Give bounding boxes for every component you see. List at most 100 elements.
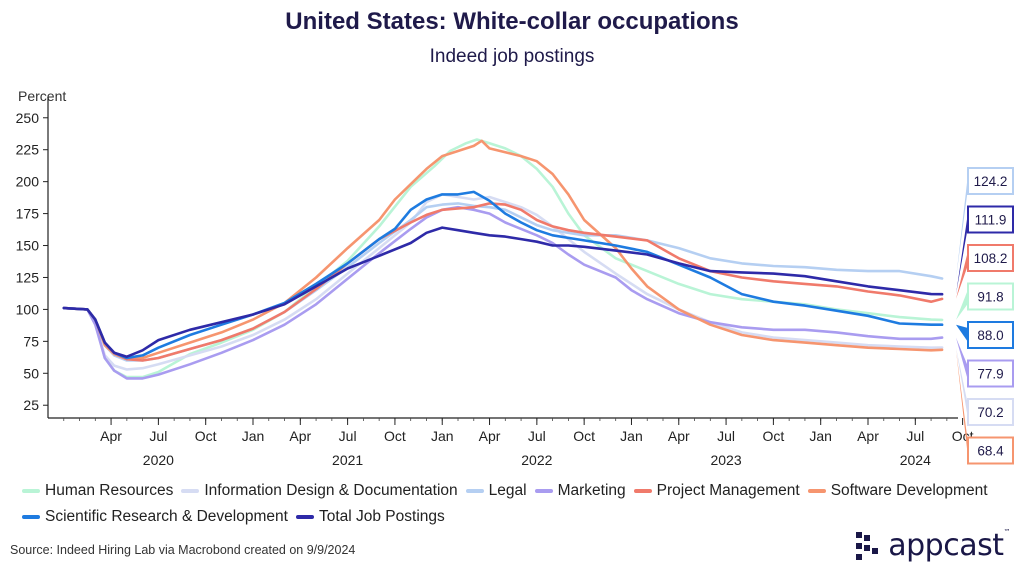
legend-swatch: [22, 515, 40, 519]
legend-swatch: [807, 489, 826, 493]
end-value-label: 77.9: [977, 367, 1003, 382]
x-year-label: 2021: [332, 452, 363, 468]
legend-label: Total Job Postings: [318, 508, 445, 525]
legend-item: Total Job Postings: [295, 508, 445, 526]
legend-swatch: [534, 489, 553, 493]
x-tick-label: Jul: [149, 428, 167, 444]
legend-label: Legal: [488, 482, 527, 499]
legend-item: Project Management: [633, 482, 800, 500]
end-value-pointer: [956, 212, 968, 295]
y-tick-label: 250: [16, 110, 40, 126]
end-value-box: [967, 359, 1014, 388]
y-tick-label: 75: [23, 333, 39, 349]
series-line-project-management: [62, 202, 944, 362]
x-tick-label: Jul: [717, 428, 735, 444]
x-tick-label: Oct: [195, 428, 217, 444]
y-axis-label: Percent: [18, 88, 67, 104]
source-note: Source: Indeed Hiring Lab via Macrobond …: [10, 543, 356, 557]
end-value-label: 68.4: [977, 444, 1004, 459]
series-line-human-resources: [62, 138, 944, 379]
y-tick-label: 225: [16, 142, 40, 158]
end-value-box: [967, 436, 1014, 465]
y-tick-label: 25: [23, 397, 39, 413]
end-value-label: 111.9: [975, 213, 1007, 228]
legend-label: Human Resources: [45, 482, 174, 499]
legend-item: Scientific Research & Development: [22, 508, 288, 526]
x-tick-label: Apr: [857, 428, 879, 444]
y-tick-label: 175: [16, 206, 40, 222]
end-value-pointer: [956, 337, 968, 381]
end-value-label: 91.8: [977, 290, 1003, 305]
legend-label: Information Design & Documentation: [204, 482, 458, 499]
x-tick-label: Oct: [762, 428, 784, 444]
x-tick-label: Jul: [528, 428, 546, 444]
y-tick-label: 125: [16, 269, 40, 285]
end-value-box: [967, 205, 1014, 234]
y-tick-label: 150: [16, 238, 40, 254]
series-line-software-development: [62, 139, 944, 361]
legend-label: Scientific Research & Development: [45, 508, 288, 525]
legend-swatch: [633, 489, 652, 493]
y-tick-label: 100: [16, 301, 40, 317]
legend-item: Human Resources: [22, 482, 173, 500]
x-year-label: 2024: [900, 452, 931, 468]
chart-subtitle: Indeed job postings: [429, 46, 595, 67]
end-value-box: [967, 321, 1014, 349]
legend-item: Legal: [465, 482, 527, 500]
x-tick-label: Jan: [242, 428, 265, 444]
series-line-marketing: [62, 205, 944, 380]
x-year-label: 2023: [710, 452, 741, 468]
legend-swatch: [295, 515, 314, 519]
appcast-logo-icon: [856, 531, 879, 560]
y-tick-label: 200: [16, 174, 40, 190]
legend-row: Human Resources Information Design & Docu…: [22, 478, 1012, 504]
legend-label: Project Management: [656, 482, 800, 499]
legend-item: Information Design & Documentation: [181, 482, 458, 500]
legend-row: Scientific Research & Development Total J…: [22, 504, 1012, 530]
x-year-label: 2020: [143, 452, 174, 468]
legend-item: Marketing: [534, 482, 626, 500]
end-value-pointer: [956, 251, 968, 299]
x-year-label: 2022: [521, 452, 552, 468]
end-value-label: 108.2: [974, 251, 1008, 266]
x-tick-label: Apr: [479, 428, 501, 444]
end-value-pointer: [956, 349, 968, 458]
series-line-legal: [62, 202, 944, 362]
x-tick-label: Jan: [431, 428, 454, 444]
end-value-label: 124.2: [974, 174, 1008, 189]
series-line-scientific-research-development: [62, 190, 944, 360]
end-value-box: [967, 282, 1014, 311]
x-tick-label: Oct: [384, 428, 406, 444]
end-value-pointer: [956, 289, 968, 320]
x-tick-label: Jan: [809, 428, 832, 444]
appcast-logo: appcast™: [854, 528, 1010, 563]
end-value-label: 70.2: [977, 405, 1003, 420]
series-line-information-design-documentation: [62, 193, 944, 371]
end-value-pointer: [956, 347, 968, 419]
end-value-box: [967, 167, 1014, 195]
end-value-label: 88.0: [977, 328, 1003, 343]
end-value-box: [967, 244, 1014, 272]
legend-swatch: [465, 489, 484, 493]
legend-label: Marketing: [557, 482, 626, 499]
x-tick-label: Oct: [573, 428, 595, 444]
y-tick-label: 50: [23, 365, 39, 381]
end-value-pointer: [956, 324, 968, 342]
end-value-box: [967, 398, 1014, 426]
end-value-pointer: [956, 174, 968, 279]
legend-label: Software Development: [830, 482, 988, 499]
legend: Human Resources Information Design & Docu…: [22, 478, 1012, 530]
x-tick-label: Apr: [668, 428, 690, 444]
x-tick-label: Apr: [289, 428, 311, 444]
x-tick-label: Jul: [339, 428, 357, 444]
series-line-total-job-postings: [62, 226, 944, 358]
legend-swatch: [22, 489, 40, 493]
chart-title: United States: White-collar occupations: [285, 8, 739, 35]
legend-swatch: [181, 489, 200, 493]
x-tick-label: Jul: [906, 428, 924, 444]
x-tick-label: Jan: [620, 428, 643, 444]
legend-item: Software Development: [807, 482, 988, 500]
x-tick-label: Apr: [100, 428, 122, 444]
appcast-logo-text: appcast™: [888, 528, 1010, 563]
